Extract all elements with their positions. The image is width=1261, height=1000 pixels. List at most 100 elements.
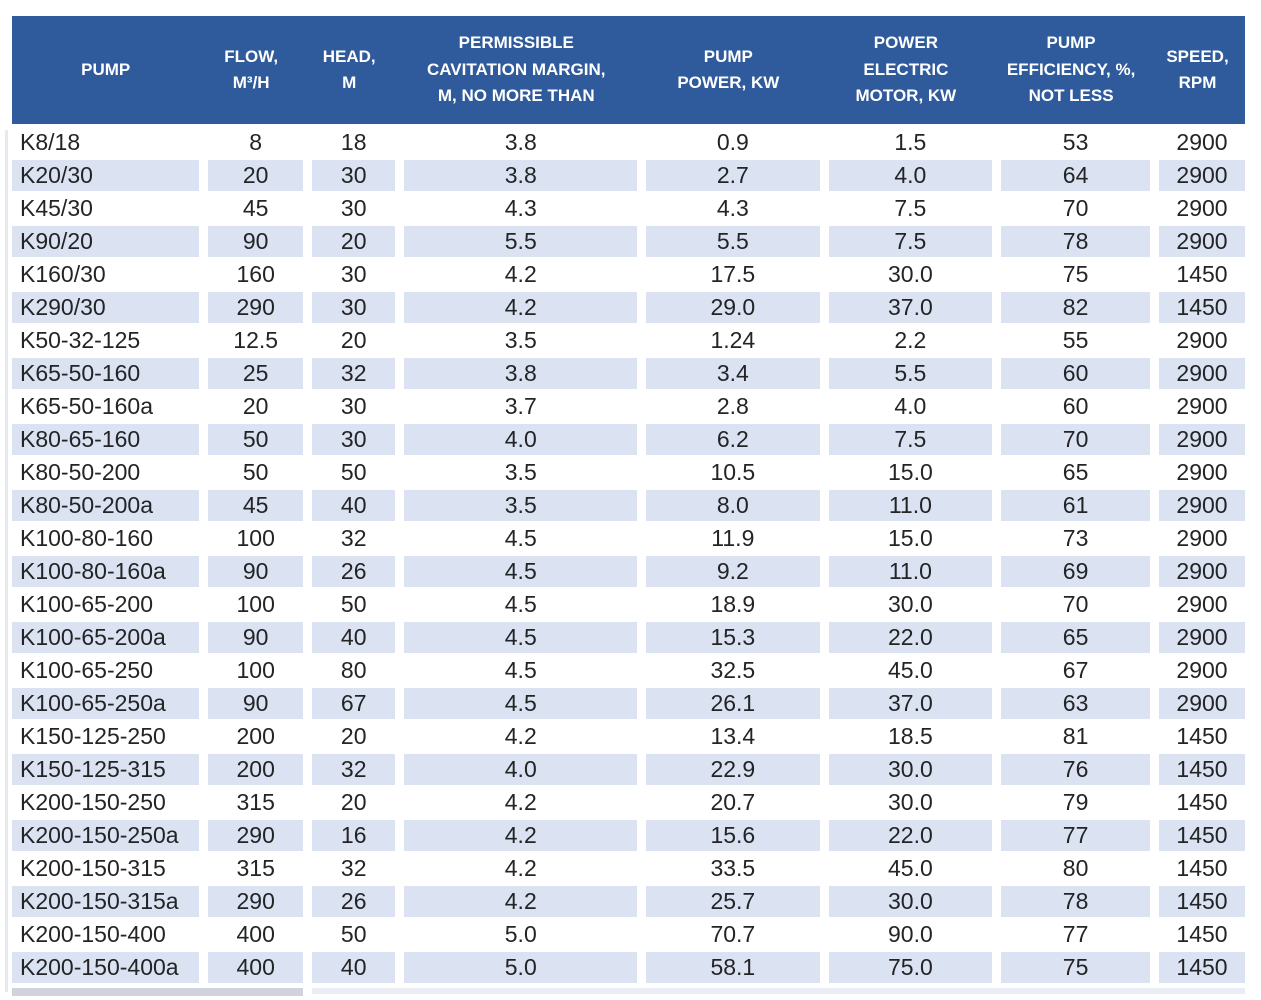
cell-efficiency: 77 (992, 919, 1150, 952)
cell-head: 20 (302, 226, 396, 259)
cell-pump: K45/30 (12, 193, 200, 226)
cell-pump_power: 2.7 (637, 160, 820, 193)
table-row: K290/30 290 30 4.2 29.0 37.0 82 1450 (12, 292, 1245, 325)
table-row: K65-50-160 25 32 3.8 3.4 5.5 60 2900 (12, 358, 1245, 391)
cell-efficiency: 64 (992, 160, 1150, 193)
table-row: K100-65-200a 90 40 4.5 15.3 22.0 65 2900 (12, 622, 1245, 655)
cell-pump_power: 33.5 (637, 853, 820, 886)
cell-speed: 2900 (1149, 358, 1245, 391)
cell-pump_power: 3.4 (637, 358, 820, 391)
cell-pump: K200-150-400 (12, 919, 200, 952)
cell-pump: K100-65-250 (12, 655, 200, 688)
cell-cavitation: 5.5 (395, 226, 638, 259)
cell-speed: 2900 (1149, 523, 1245, 556)
cell-motor_power: 22.0 (819, 622, 993, 655)
left-edge-artifact (5, 130, 8, 992)
cell-flow: 12.5 (199, 325, 303, 358)
cell-pump: K150-125-315 (12, 754, 200, 787)
column-header-speed: SPEED, RPM (1149, 16, 1245, 127)
header-row: PUMP FLOW, M³/H HEAD, M PERMISSIBLE CAVITAT… (12, 16, 1245, 127)
cell-head: 50 (302, 457, 396, 490)
cell-speed: 2900 (1149, 391, 1245, 424)
cell-pump: K50-32-125 (12, 325, 200, 358)
cell-cavitation: 3.8 (395, 127, 638, 160)
cell-efficiency: 55 (992, 325, 1150, 358)
cell-motor_power: 30.0 (819, 754, 993, 787)
cell-flow: 45 (199, 490, 303, 523)
cell-efficiency: 76 (992, 754, 1150, 787)
cell-pump_power: 18.9 (637, 589, 820, 622)
cell-pump_power: 70.7 (637, 919, 820, 952)
cell-efficiency: 75 (992, 952, 1150, 985)
cell-motor_power: 15.0 (819, 457, 993, 490)
cell-efficiency: 61 (992, 490, 1150, 523)
cell-cavitation: 5.0 (395, 919, 638, 952)
cell-pump_power: 58.1 (637, 952, 820, 985)
cell-flow: 90 (199, 226, 303, 259)
cell-pump_power: 2.8 (637, 391, 820, 424)
cell-pump_power: 25.7 (637, 886, 820, 919)
cell-motor_power: 7.5 (819, 193, 993, 226)
cell-cavitation: 4.2 (395, 292, 638, 325)
cell-speed: 1450 (1149, 820, 1245, 853)
cell-flow: 100 (199, 589, 303, 622)
cell-efficiency: 77 (992, 820, 1150, 853)
cell-pump_power: 9.2 (637, 556, 820, 589)
cell-motor_power: 45.0 (819, 853, 993, 886)
cell-pump_power: 6.2 (637, 424, 820, 457)
cell-cavitation: 4.5 (395, 556, 638, 589)
cell-efficiency: 60 (992, 391, 1150, 424)
cell-speed: 1450 (1149, 292, 1245, 325)
table-row: K160/30 160 30 4.2 17.5 30.0 75 1450 (12, 259, 1245, 292)
cell-pump: K100-65-250a (12, 688, 200, 721)
cell-pump: K65-50-160 (12, 358, 200, 391)
table-body: K8/18 8 18 3.8 0.9 1.5 53 2900 K20/30 20 30 3.8 2.7 4… (12, 127, 1245, 985)
cell-motor_power: 2.2 (819, 325, 993, 358)
cell-speed: 2900 (1149, 556, 1245, 589)
column-header-flow: FLOW, M³/H (199, 16, 303, 127)
cell-pump_power: 8.0 (637, 490, 820, 523)
cell-efficiency: 69 (992, 556, 1150, 589)
cell-cavitation: 4.2 (395, 820, 638, 853)
cell-pump: K150-125-250 (12, 721, 200, 754)
cell-flow: 90 (199, 688, 303, 721)
cell-head: 67 (302, 688, 396, 721)
cell-pump: K200-150-250a (12, 820, 200, 853)
cell-flow: 25 (199, 358, 303, 391)
cell-cavitation: 3.7 (395, 391, 638, 424)
cell-cavitation: 3.8 (395, 160, 638, 193)
table-row: K8/18 8 18 3.8 0.9 1.5 53 2900 (12, 127, 1245, 160)
cell-head: 30 (302, 259, 396, 292)
cell-motor_power: 37.0 (819, 292, 993, 325)
cell-speed: 2900 (1149, 226, 1245, 259)
cell-cavitation: 4.2 (395, 259, 638, 292)
cell-head: 26 (302, 556, 396, 589)
cell-flow: 8 (199, 127, 303, 160)
cell-cavitation: 4.2 (395, 721, 638, 754)
cell-efficiency: 75 (992, 259, 1150, 292)
table-row: K150-125-250 200 20 4.2 13.4 18.5 81 1450 (12, 721, 1245, 754)
cell-pump: K80-50-200a (12, 490, 200, 523)
cell-motor_power: 30.0 (819, 787, 993, 820)
table-row: K200-150-315a 290 26 4.2 25.7 30.0 78 1450 (12, 886, 1245, 919)
cell-head: 32 (302, 523, 396, 556)
cell-pump_power: 13.4 (637, 721, 820, 754)
cell-efficiency: 67 (992, 655, 1150, 688)
cell-cavitation: 4.5 (395, 622, 638, 655)
cell-flow: 290 (199, 292, 303, 325)
table-row: K80-50-200a 45 40 3.5 8.0 11.0 61 2900 (12, 490, 1245, 523)
table-row: K100-65-200 100 50 4.5 18.9 30.0 70 2900 (12, 589, 1245, 622)
cell-head: 20 (302, 721, 396, 754)
cell-cavitation: 4.5 (395, 688, 638, 721)
cell-cavitation: 4.2 (395, 853, 638, 886)
cell-head: 20 (302, 787, 396, 820)
cell-pump_power: 15.3 (637, 622, 820, 655)
cell-flow: 200 (199, 754, 303, 787)
cell-flow: 290 (199, 886, 303, 919)
column-header-pump_power: PUMP POWER, KW (637, 16, 820, 127)
cell-flow: 160 (199, 259, 303, 292)
cell-pump: K290/30 (12, 292, 200, 325)
cell-speed: 2900 (1149, 160, 1245, 193)
cell-speed: 2900 (1149, 655, 1245, 688)
cell-flow: 50 (199, 424, 303, 457)
